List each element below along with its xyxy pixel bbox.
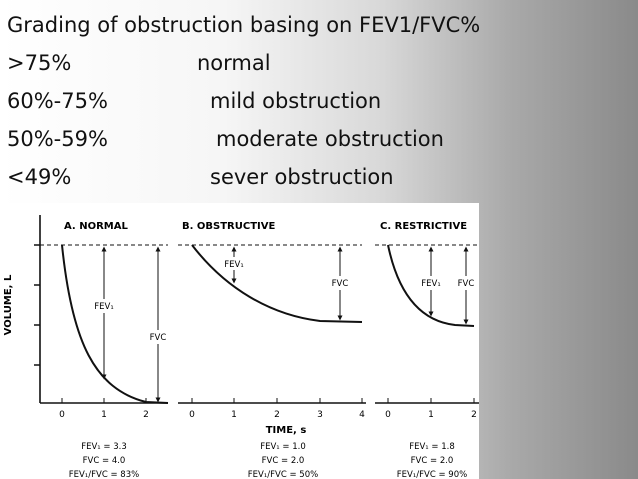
- fev1-tag-bg: [218, 257, 250, 270]
- grade-row-normal: >75% normal: [7, 44, 607, 82]
- x-tick-label: 4: [359, 410, 365, 420]
- fvc-tag-bg: [327, 276, 354, 290]
- grade-range: 60%-75%: [7, 89, 108, 113]
- grade-range: 50%-59%: [7, 127, 108, 151]
- fev1-tag-bg: [416, 276, 447, 290]
- panel-title: C. RESTRICTIVE: [380, 221, 467, 232]
- stat-fev1: FEV₁ = 1.8: [409, 442, 455, 452]
- fev1-tag: FEV₁: [421, 279, 440, 289]
- panel-normal: 0 1 2 A. NORMAL FEV₁ FVC FEV₁ = 3.3 FVC …: [34, 215, 172, 479]
- fvc-tag: FVC: [150, 333, 167, 343]
- x-tick-label: 1: [231, 410, 237, 420]
- grade-row-severe: <49% sever obstruction: [7, 158, 607, 196]
- x-tick-label: 0: [189, 410, 195, 420]
- panel-title: B. OBSTRUCTIVE: [182, 221, 275, 232]
- spirometry-svg: VOLUME, L 0 1 2 A. NORMAL FEV₁ FVC FEV₁ …: [3, 215, 479, 479]
- fvc-tag-bg: [146, 330, 172, 344]
- panel-obstructive: 0 1 2 3 4 B. OBSTRUCTIVE FEV₁ FVC TIME, …: [178, 221, 366, 479]
- stat-fvc: FVC = 2.0: [411, 456, 454, 466]
- volume-time-curve: [387, 244, 475, 327]
- stat-fvc: FVC = 4.0: [83, 456, 126, 466]
- volume-time-curve: [191, 244, 363, 323]
- x-tick-label: 2: [471, 410, 477, 420]
- grade-range: <49%: [7, 165, 72, 189]
- x-tick-label: 0: [385, 410, 391, 420]
- grade-label: moderate obstruction: [216, 127, 444, 151]
- x-tick-label: 0: [59, 410, 65, 420]
- grade-row-mild: 60%-75% mild obstruction: [7, 82, 607, 120]
- slide-title: Grading of obstruction basing on FEV1/FV…: [7, 6, 607, 44]
- grade-range: >75%: [7, 51, 72, 75]
- x-tick-label: 1: [101, 410, 107, 420]
- stat-fev1: FEV₁ = 1.0: [260, 442, 306, 452]
- fvc-tag-bg: [454, 276, 478, 290]
- slide-text-block: Grading of obstruction basing on FEV1/FV…: [7, 6, 607, 196]
- grade-label: normal: [197, 51, 271, 75]
- x-axis-label: TIME, s: [266, 425, 307, 436]
- x-tick-label: 3: [317, 410, 323, 420]
- stat-fev1: FEV₁ = 3.3: [81, 442, 127, 452]
- stat-fvc: FVC = 2.0: [262, 456, 305, 466]
- stat-ratio: FEV₁/FVC = 83%: [69, 470, 139, 479]
- fev1-tag: FEV₁: [94, 302, 113, 312]
- volume-time-curve: [61, 244, 169, 404]
- fev1-tag: FEV₁: [224, 260, 243, 270]
- stat-ratio: FEV₁/FVC = 90%: [397, 470, 467, 479]
- fvc-tag: FVC: [332, 279, 349, 289]
- fev1-tag-bg: [88, 299, 119, 313]
- slide-title-text: Grading of obstruction basing on FEV1/FV…: [7, 13, 481, 37]
- x-tick-label: 1: [428, 410, 434, 420]
- panel-restrictive: 0 1 2 C. RESTRICTIVE FEV₁ FVC FEV₁ = 1.8…: [375, 221, 479, 479]
- panel-title: A. NORMAL: [64, 221, 128, 232]
- grade-row-moderate: 50%-59% moderate obstruction: [7, 120, 607, 158]
- grade-label: mild obstruction: [210, 89, 382, 113]
- fvc-tag: FVC: [458, 279, 475, 289]
- spirometry-figure: VOLUME, L 0 1 2 A. NORMAL FEV₁ FVC FEV₁ …: [0, 203, 479, 479]
- x-tick-label: 2: [274, 410, 280, 420]
- stat-ratio: FEV₁/FVC = 50%: [248, 470, 318, 479]
- y-axis-label: VOLUME, L: [3, 274, 14, 335]
- x-tick-label: 2: [143, 410, 149, 420]
- grade-label: sever obstruction: [210, 165, 394, 189]
